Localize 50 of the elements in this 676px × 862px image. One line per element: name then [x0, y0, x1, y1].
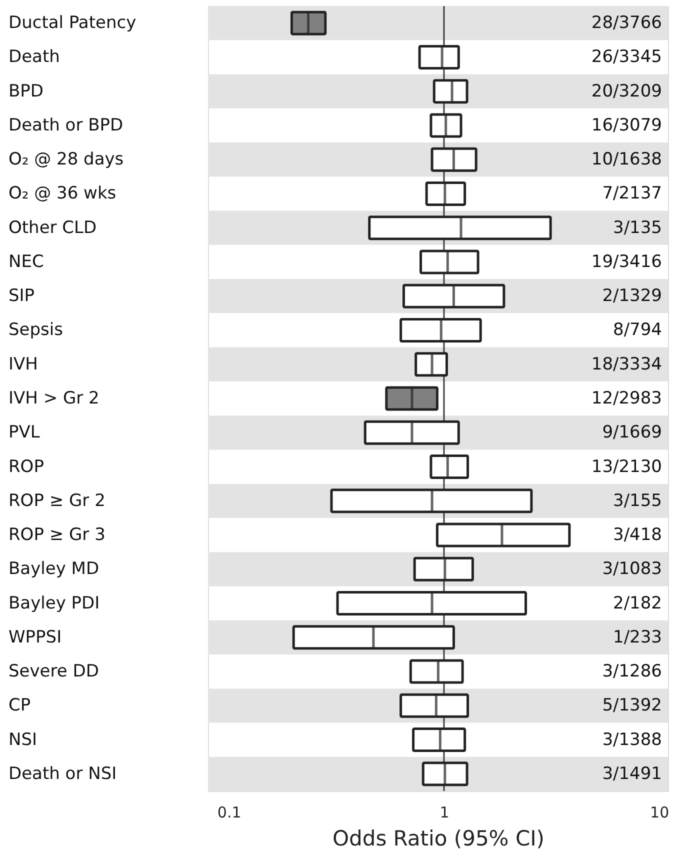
text: 12/2983 — [591, 388, 662, 408]
y-tick-label: Sepsis — [8, 320, 64, 340]
text: 16/3079 — [591, 115, 662, 136]
text: 18/3334 — [591, 354, 662, 374]
text: 3/1083 — [602, 559, 662, 580]
y-tick-label: Severe DD — [8, 662, 99, 682]
y-tick-label: ROP ≥ Gr 2 — [8, 490, 106, 511]
x-tick-label: 1 — [440, 804, 450, 822]
y-tick-label: NEC — [8, 252, 44, 272]
y-tick-label: ROP — [8, 456, 44, 477]
y-tick-label: IVH — [8, 354, 38, 374]
text: 3/1286 — [602, 662, 662, 682]
text: 3/418 — [613, 525, 662, 546]
y-tick-label: Death or BPD — [8, 115, 124, 136]
y-tick-label: CP — [8, 696, 31, 716]
x-tick-label: 0.1 — [217, 804, 242, 822]
text: 3/155 — [613, 490, 662, 511]
text: 8/794 — [613, 320, 662, 340]
y-tick-label: IVH > Gr 2 — [8, 388, 100, 408]
y-tick-label: NSI — [8, 730, 38, 750]
y-tick-label: SIP — [8, 286, 35, 306]
text: 10/1638 — [591, 150, 662, 170]
y-tick-label: Death or NSI — [8, 764, 117, 784]
y-tick-label: PVL — [8, 422, 40, 443]
text: 13/2130 — [591, 456, 662, 477]
text: 9/1669 — [602, 422, 662, 443]
y-tick-label: WPPSI — [8, 627, 62, 648]
x-axis-title: Odds Ratio (95% CI) — [332, 826, 544, 850]
y-tick-label: Ductal Patency — [8, 13, 136, 34]
y-tick-label: Bayley PDI — [8, 593, 100, 614]
text: 19/3416 — [591, 252, 662, 272]
text: 3/135 — [613, 218, 662, 238]
y-tick-label: O₂ @ 28 days — [8, 150, 124, 170]
y-tick-label: ROP ≥ Gr 3 — [8, 525, 106, 546]
text: 26/3345 — [591, 47, 662, 68]
x-tick-label: 10 — [650, 804, 670, 822]
text: 20/3209 — [591, 81, 662, 102]
text: 2/1329 — [602, 286, 662, 306]
y-tick-label: Bayley MD — [8, 559, 100, 580]
y-tick-label: O₂ @ 36 wks — [8, 184, 116, 204]
text: 3/1388 — [602, 730, 662, 750]
text: 2/182 — [613, 593, 662, 614]
text: 5/1392 — [602, 696, 662, 716]
y-tick-label: Other CLD — [8, 218, 97, 238]
text: 7/2137 — [602, 184, 662, 204]
y-tick-label: BPD — [8, 81, 44, 102]
text: 3/1491 — [602, 764, 662, 784]
text: 1/233 — [613, 627, 662, 648]
text: 28/3766 — [591, 13, 662, 34]
y-tick-label: Death — [8, 47, 60, 68]
